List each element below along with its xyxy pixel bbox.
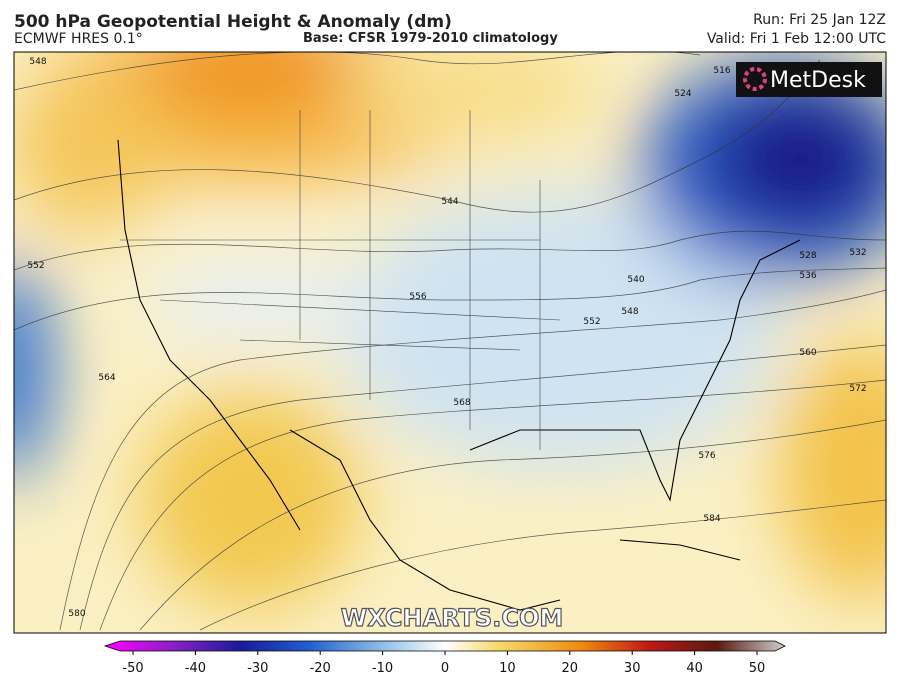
climatology: Base: CFSR 1979-2010 climatology	[303, 31, 558, 46]
contour-label: 584	[703, 514, 720, 524]
contour-label: 528	[799, 251, 816, 261]
contour-label: 544	[441, 197, 458, 207]
colorbar-tick-label: -50	[122, 661, 143, 676]
colorbar-tick-label: 40	[686, 661, 703, 676]
colorbar-tick-label: -30	[247, 661, 268, 676]
anomaly-field	[14, 52, 886, 633]
contour-label: 536	[799, 271, 816, 281]
colorbar-tick-label: 50	[749, 661, 766, 676]
contour-label: 576	[698, 451, 715, 461]
contour-label: 540	[627, 275, 644, 285]
logo: MetDesk	[736, 62, 882, 97]
colorbar	[103, 640, 786, 652]
contour-label: 560	[799, 348, 816, 358]
colorbar-tick-label: -20	[310, 661, 331, 676]
colorbar-tick-label: -40	[185, 661, 206, 676]
contour-label: 556	[409, 292, 426, 302]
colorbar-tick-label: 30	[624, 661, 641, 676]
run-time: Run: Fri 25 Jan 12Z	[753, 12, 886, 28]
watermark: WXCHARTS.COM	[341, 604, 563, 632]
contour-label: 552	[583, 317, 600, 327]
model: ECMWF HRES 0.1°	[14, 31, 143, 47]
contour-label: 548	[621, 307, 638, 317]
colorbar-tick-label: 0	[441, 661, 449, 676]
contour-label: 524	[674, 89, 691, 99]
colorbar-tick-label: -10	[372, 661, 393, 676]
contour-label: 580	[68, 609, 85, 619]
contour-label: 548	[29, 57, 46, 67]
logo-text: MetDesk	[770, 68, 866, 93]
contour-label: 516	[713, 66, 730, 76]
colorbar-tick-label: 20	[562, 661, 579, 676]
valid-time: Valid: Fri 1 Feb 12:00 UTC	[706, 31, 886, 47]
contour-label: 568	[453, 398, 470, 408]
title: 500 hPa Geopotential Height & Anomaly (d…	[14, 12, 452, 32]
contour-label: 552	[27, 261, 44, 271]
contour-label: 572	[849, 384, 866, 394]
colorbar-tick-label: 10	[499, 661, 516, 676]
contour-label: 532	[849, 248, 866, 258]
contour-label: 564	[98, 373, 115, 383]
